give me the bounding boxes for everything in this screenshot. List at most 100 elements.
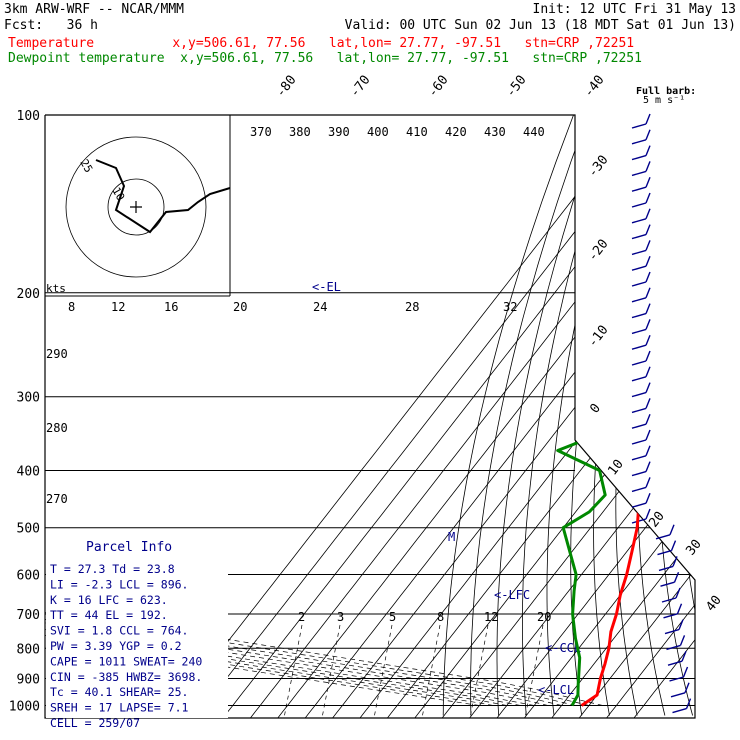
wind-barb-flag	[645, 287, 651, 299]
wind-barb-flag	[682, 666, 689, 678]
hodograph-trace	[95, 159, 231, 234]
wind-barb-flag	[669, 524, 675, 536]
pressure-label: 600	[17, 568, 40, 583]
wind-barb	[631, 154, 647, 161]
parcel-info-panel: Parcel Info T = 27.3 Td = 23.8LI = -2.3 L…	[46, 536, 228, 730]
pressure-label: 700	[17, 608, 40, 623]
hodograph-units: kts	[46, 282, 66, 295]
wind-barb	[672, 707, 687, 714]
theta-e-label: 370	[250, 125, 272, 139]
temperature-profile	[580, 115, 695, 707]
isotherm-line	[441, 115, 695, 718]
temperature-legend: Temperature x,y=506.61, 77.56 lat,lon= 2…	[8, 36, 635, 51]
wind-barb	[631, 139, 647, 145]
wind-barb-flag	[645, 240, 651, 251]
parcel-row: CAPE = 1011 SWEAT= 240	[50, 654, 202, 668]
wind-barb-flag	[645, 255, 651, 267]
wind-barb	[631, 218, 647, 224]
theta-label: 290	[46, 347, 68, 361]
wind-barb	[631, 265, 647, 271]
valid-time: Valid: 00 UTC Sun 02 Jun 13 (18 MDT Sat …	[344, 18, 736, 33]
mixing-ratio-label: 12	[111, 300, 125, 314]
isotherm-label: -30	[585, 153, 611, 181]
wind-barb	[631, 186, 647, 192]
theta-e-label: 410	[406, 125, 428, 139]
mixing-ratio-label: 16	[164, 300, 178, 314]
theta-e-label: 420	[445, 125, 467, 139]
mixing-ratio-label: 28	[405, 300, 419, 314]
wind-barb-flag	[672, 556, 678, 567]
wind-barb-flag	[681, 650, 687, 662]
pressure-label: 500	[17, 522, 40, 537]
mixing-ratio-label: 32	[503, 300, 517, 314]
dewpoint-profile	[556, 115, 695, 707]
wind-barb-flag	[645, 445, 651, 457]
pressure-label: 300	[17, 391, 40, 406]
theta-e-label: 430	[484, 125, 506, 139]
parcel-row: T = 27.3 Td = 23.8	[50, 562, 175, 576]
dry-adiabat-line	[678, 115, 695, 716]
wind-barb-flag	[673, 571, 680, 583]
wind-barb-flag	[645, 129, 651, 141]
isotherm-line	[633, 115, 695, 718]
parcel-row: TT = 44 EL = 192.	[50, 608, 168, 622]
wind-barb	[631, 297, 647, 303]
mixing-ratio-label: 20	[537, 610, 551, 624]
isotherm-line	[524, 115, 695, 718]
wind-barb-flag	[645, 413, 651, 425]
lcl-annotation: <-LCL	[538, 683, 574, 697]
forecast-hour: Fcst: 36 h	[4, 18, 98, 33]
wind-barb-flag	[645, 192, 651, 204]
isotherm-label: -80	[273, 73, 299, 101]
wind-barb-flag	[645, 113, 651, 125]
wind-barb	[663, 613, 678, 619]
mixing-ratio-line	[524, 624, 544, 718]
parcel-row: CELL = 259/07	[50, 716, 140, 730]
parcel-title: Parcel Info	[86, 540, 172, 555]
wind-barbs	[631, 113, 692, 714]
wind-barb	[669, 676, 684, 682]
wind-barb	[631, 281, 647, 287]
el-annotation: <-EL	[312, 280, 341, 294]
wind-barb	[655, 534, 671, 540]
isotherm-line	[359, 115, 695, 718]
parcel-row: LI = -2.3 LCL = 896.	[50, 577, 188, 591]
wind-barb-flag	[679, 635, 686, 646]
theta-e-label: 400	[367, 125, 389, 139]
parcel-panel-bg	[46, 536, 228, 718]
pressure-label: 400	[17, 465, 40, 480]
dry-adiabat-line	[698, 115, 740, 716]
theta-e-label: 380	[289, 125, 311, 139]
wind-barb	[657, 549, 672, 556]
dry-adiabat-line	[717, 115, 740, 716]
wind-barb-flag	[645, 161, 651, 172]
hodograph-ring-label: 10	[109, 185, 127, 203]
wind-barb	[631, 170, 647, 177]
wind-barb	[631, 312, 647, 319]
hodograph-ring-label: 25	[77, 157, 95, 175]
wind-barb-flag	[645, 366, 651, 378]
wind-barb	[631, 249, 647, 256]
theta-e-label: 440	[523, 125, 545, 139]
plot-frame	[44, 114, 696, 719]
parcel-row: CIN = -385 HWBZ= 3698.	[50, 670, 202, 684]
wind-barb	[661, 597, 677, 603]
wind-barb	[670, 692, 686, 698]
wind-barb-flag	[645, 477, 651, 488]
moist-adiabat-line	[45, 292, 507, 706]
parcel-row: K = 16 LFC = 623.	[50, 593, 168, 607]
parcel-row: PW = 3.39 YGP = 0.2	[50, 639, 182, 653]
pressure-label: 200	[17, 287, 40, 302]
dry-adiabat-line	[496, 115, 603, 716]
isotherm-line	[414, 115, 695, 718]
moist-adiabat-line	[45, 292, 590, 706]
moist-adiabat-line	[45, 292, 480, 706]
isotherm-line	[277, 115, 695, 718]
pressure-label: 1000	[9, 699, 40, 714]
wind-barb	[631, 233, 647, 240]
mixing-ratio-label: 20	[233, 300, 247, 314]
dry-adiabat-line	[637, 115, 688, 716]
mixing-ratio-label: 2	[298, 610, 305, 624]
pressure-label: 900	[17, 672, 40, 687]
wind-barb-flag	[645, 224, 651, 235]
